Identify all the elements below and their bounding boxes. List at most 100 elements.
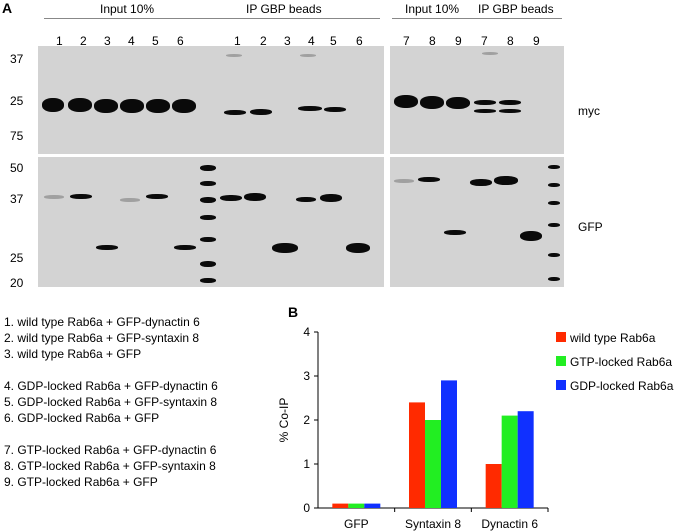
- condition-item: 2. wild type Rab6a + GFP-syntaxin 8: [4, 331, 200, 345]
- bar: [501, 415, 518, 508]
- x-tick-label: Syntaxin 8: [405, 517, 461, 531]
- lane-number: 3: [104, 34, 111, 48]
- blot-band: [42, 98, 64, 112]
- mw-marker: 25: [10, 251, 24, 265]
- legend-swatch: [556, 332, 566, 342]
- blot-band: [418, 177, 440, 182]
- panel-a-letter: A: [2, 0, 13, 16]
- blot-band: [224, 110, 246, 115]
- lane-number: 5: [330, 34, 337, 48]
- blot-band: [474, 100, 496, 105]
- ladder-band: [200, 165, 216, 171]
- mw-marker: 37: [10, 52, 24, 66]
- blot-band: [120, 99, 144, 113]
- mw-marker: 25: [10, 94, 24, 108]
- group-underline: [392, 18, 562, 19]
- lane-number: 5: [152, 34, 159, 48]
- mw-marker: 37: [10, 192, 24, 206]
- bar: [364, 503, 381, 508]
- ladder-band: [200, 278, 216, 283]
- lane-number: 6: [177, 34, 184, 48]
- y-tick-label: 3: [303, 369, 310, 383]
- mw-marker: 50: [10, 161, 24, 175]
- blot-band: [120, 198, 140, 202]
- ladder-band: [548, 201, 560, 205]
- blot-band: [300, 54, 316, 57]
- lane-number: 2: [260, 34, 267, 48]
- panel-b-letter: B: [288, 304, 299, 320]
- y-tick-label: 0: [303, 501, 310, 515]
- blot-band: [320, 194, 342, 202]
- myc-blot-left: [38, 46, 384, 154]
- blot-band: [272, 243, 298, 253]
- condition-item: 6. GDP-locked Rab6a + GFP: [4, 411, 160, 425]
- legend-label: GDP-locked Rab6a: [570, 379, 674, 393]
- lane-number: 1: [56, 34, 63, 48]
- blot-band: [174, 245, 196, 250]
- lane-number: 7: [403, 34, 410, 48]
- blot-band: [446, 97, 470, 109]
- blot-band: [68, 98, 92, 112]
- y-tick-label: 1: [303, 457, 310, 471]
- ladder-band: [548, 165, 560, 169]
- myc-blot-right: [390, 46, 564, 154]
- x-tick-label: GFP: [344, 517, 369, 531]
- group-underline: [44, 18, 380, 19]
- lane-number: 2: [80, 34, 87, 48]
- blot-band: [474, 109, 496, 113]
- y-tick-label: 4: [303, 325, 310, 339]
- conditions-list: 1. wild type Rab6a + GFP-dynactin 6 2. w…: [4, 314, 218, 490]
- legend-label: wild type Rab6a: [569, 331, 656, 345]
- lane-number: 9: [533, 34, 540, 48]
- condition-item: 4. GDP-locked Rab6a + GFP-dynactin 6: [4, 379, 218, 393]
- lane-number: 6: [356, 34, 363, 48]
- bar: [332, 503, 349, 508]
- group-input-right: Input 10%: [405, 2, 460, 16]
- ladder-band: [548, 183, 560, 187]
- blot-band: [226, 54, 242, 57]
- blot-band: [394, 179, 414, 183]
- lane-number: 9: [455, 34, 462, 48]
- lane-number: 4: [308, 34, 315, 48]
- bar: [348, 503, 365, 508]
- blot-band: [298, 106, 322, 111]
- ladder-band: [548, 223, 560, 227]
- lane-number: 8: [429, 34, 436, 48]
- blot-band: [146, 99, 170, 113]
- condition-item: 3. wild type Rab6a + GFP: [4, 347, 142, 361]
- gfp-label: GFP: [578, 220, 603, 234]
- lane-number: 8: [507, 34, 514, 48]
- blot-band: [394, 95, 418, 108]
- lane-number: 7: [481, 34, 488, 48]
- blot-band: [346, 243, 370, 253]
- blot-band: [44, 195, 64, 199]
- legend-swatch: [556, 380, 566, 390]
- lane-number: 4: [128, 34, 135, 48]
- blot-band: [220, 195, 242, 201]
- y-tick-label: 2: [303, 413, 310, 427]
- lane-number: 1: [234, 34, 241, 48]
- blot-band: [482, 52, 498, 55]
- ladder-band: [548, 277, 560, 281]
- ladder-band: [200, 261, 216, 267]
- blot-band: [499, 100, 521, 105]
- myc-label: myc: [578, 104, 600, 118]
- x-tick-label: Dynactin 6: [481, 517, 538, 531]
- bar: [409, 402, 425, 508]
- bar: [485, 464, 502, 508]
- gfp-blot-right: [390, 157, 564, 287]
- gfp-blot-left: [38, 157, 384, 287]
- lane-number: 3: [284, 34, 291, 48]
- legend-swatch: [556, 356, 566, 366]
- blot-band: [146, 194, 168, 199]
- bar: [425, 420, 441, 508]
- blot-band: [250, 109, 272, 115]
- blot-band: [470, 179, 492, 186]
- group-ip-left: IP GBP beads: [246, 2, 322, 16]
- ladder-band: [200, 237, 216, 242]
- condition-item: 9. GTP-locked Rab6a + GFP: [4, 475, 158, 489]
- condition-item: 1. wild type Rab6a + GFP-dynactin 6: [4, 315, 200, 329]
- blot-band: [520, 231, 542, 241]
- ladder-band: [548, 253, 560, 257]
